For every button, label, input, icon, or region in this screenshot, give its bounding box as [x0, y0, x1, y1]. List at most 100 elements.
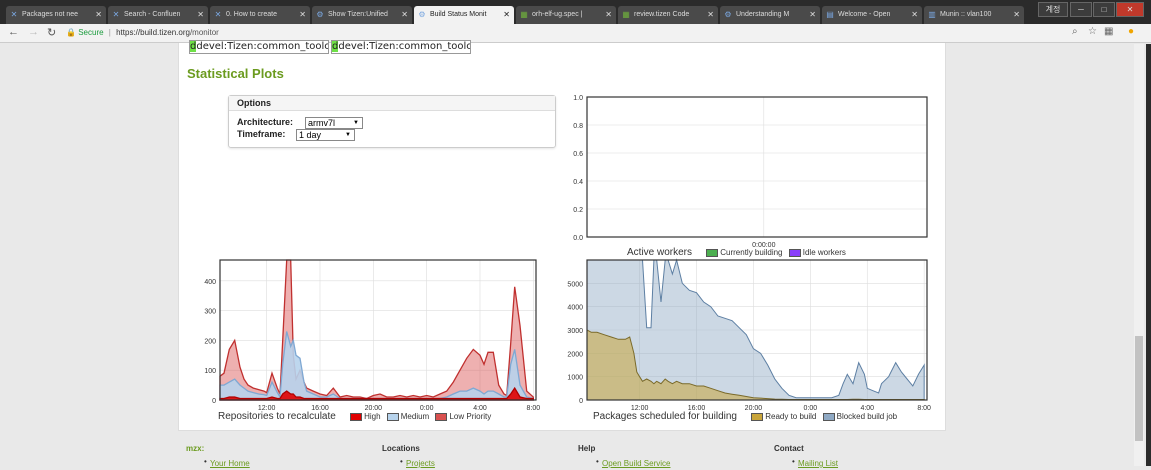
package-field-2[interactable]: ddevel:Tizen:common_toolcha: [331, 40, 471, 54]
footer-title: mzx:: [186, 444, 205, 453]
legend-currently-building: Currently building: [720, 248, 783, 257]
footer-col-contact: Contact • Mailing List: [774, 444, 838, 468]
browser-tab[interactable]: ▦ review.tizen Code ✕: [618, 6, 718, 24]
tab-label: Understanding M: [736, 11, 790, 18]
tab-close-icon[interactable]: ✕: [911, 10, 918, 19]
footer-link-obs[interactable]: Open Build Service: [602, 459, 671, 468]
tab-close-icon[interactable]: ✕: [1013, 10, 1020, 19]
package-text: devel:Tizen:common_toolcha: [338, 41, 471, 52]
window-user-button[interactable]: 계정: [1038, 2, 1068, 17]
architecture-label: Architecture:: [237, 117, 294, 127]
minimize-button[interactable]: ─: [1070, 2, 1092, 17]
tab-gear-icon: ⚙: [316, 10, 324, 19]
y-tick-label: 0.0: [573, 235, 583, 242]
packages-chart: 0 1000 2000 3000 4000 5000 12:00 16:00 20:00 0:00…: [567, 256, 937, 426]
browser-tab[interactable]: ✕ 0. How to create ✕: [210, 6, 310, 24]
repositories-chart: 0 100 200 300 400 12:00 16:00 20:00 0:00 4:00 8:00…: [194, 256, 544, 426]
footer-link-home[interactable]: Your Home: [210, 459, 250, 468]
tab-grid-icon: ▦: [622, 10, 630, 19]
y-tick-label: 200: [204, 338, 216, 345]
timeframe-select[interactable]: 1 day ▼: [296, 129, 355, 141]
bullet-icon: •: [792, 457, 795, 466]
legend-idle-workers: Idle workers: [802, 248, 846, 257]
plot-area: [587, 97, 927, 237]
currently-building-swatch: [706, 248, 719, 257]
dropdown-arrow-icon: ▼: [353, 120, 359, 126]
tab-close-icon[interactable]: ✕: [95, 10, 102, 19]
x-tick-label: 8:00: [917, 405, 931, 412]
legend-high: High: [364, 412, 381, 421]
browser-tab[interactable]: ⚙ Build Status Monit ✕: [414, 6, 514, 24]
tab-X-icon: ✕: [112, 10, 120, 19]
browser-tab[interactable]: ⚙ Show Tizen:Unified ✕: [312, 6, 412, 24]
options-panel: Options Architecture: armv7l ▼ Timeframe…: [228, 95, 556, 148]
package-highlight: d: [332, 41, 339, 52]
back-arrow-icon[interactable]: ←: [8, 26, 19, 38]
tab-close-icon[interactable]: ✕: [197, 10, 204, 19]
active-workers-title: Active workers: [627, 247, 693, 258]
tab-close-icon[interactable]: ✕: [605, 10, 612, 19]
extension-orange-icon[interactable]: ●: [1128, 26, 1135, 37]
tab-close-icon[interactable]: ✕: [503, 10, 510, 19]
browser-tab[interactable]: ✕ Search - Confluen ✕: [108, 6, 208, 24]
browser-tab[interactable]: ▥ Munin :: vlan100 ✕: [924, 6, 1024, 24]
tab-close-icon[interactable]: ✕: [707, 10, 714, 19]
address-bar[interactable]: 🔒 Secure | https://build.tizen.org/monit…: [66, 26, 1066, 39]
bookmark-star-icon[interactable]: ☆: [1088, 26, 1097, 37]
y-tick-label: 5000: [567, 281, 583, 288]
timeframe-value: 1 day: [299, 130, 322, 140]
medium-swatch: [386, 412, 399, 421]
bullet-icon: •: [400, 457, 403, 466]
tab-close-icon[interactable]: ✕: [299, 10, 306, 19]
forward-arrow-icon[interactable]: →: [28, 26, 39, 38]
browser-tab[interactable]: ⚙ Understanding M ✕: [720, 6, 820, 24]
tab-close-icon[interactable]: ✕: [401, 10, 408, 19]
package-text: devel:Tizen:common_toolcha: [196, 41, 329, 52]
ready-swatch: [751, 412, 764, 421]
footer-link-mailing-list[interactable]: Mailing List: [798, 459, 839, 468]
repositories-legend: Repositories to recalculate High Medium …: [218, 411, 491, 422]
package-field-1[interactable]: ddevel:Tizen:common_toolcha: [189, 40, 329, 54]
blocked-swatch: [822, 412, 835, 421]
tab-label: 0. How to create: [226, 11, 277, 18]
browser-tab[interactable]: ▤ Welcome - Open ✕: [822, 6, 922, 24]
x-tick-label: 8:00: [527, 405, 541, 412]
y-tick-label: 0: [579, 398, 583, 405]
architecture-select[interactable]: armv7l ▼: [305, 117, 363, 129]
footer-title: Help: [578, 444, 596, 453]
plot-border: [586, 96, 928, 238]
tab-X-icon: ✕: [214, 10, 222, 19]
x-tick-label: 12:00: [258, 405, 276, 412]
x-tick-label: 0:00:00: [752, 242, 775, 249]
y-tick-label: 1000: [567, 375, 583, 382]
reload-icon[interactable]: ↻: [47, 27, 57, 39]
y-tick-label: 4000: [567, 305, 583, 312]
footer-title: Contact: [774, 444, 804, 453]
x-tick-label: 4:00: [473, 405, 487, 412]
architecture-value: armv7l: [308, 118, 336, 128]
scrollbar-thumb[interactable]: [1135, 336, 1143, 441]
extension-icon[interactable]: ▦: [1104, 26, 1114, 37]
legend-blocked: Blocked build job: [836, 412, 898, 421]
plot-border: [586, 259, 928, 401]
legend-ready: Ready to build: [765, 412, 817, 421]
footer-link-projects[interactable]: Projects: [406, 459, 435, 468]
maximize-button[interactable]: □: [1093, 2, 1115, 17]
active-workers-plot: 0.0 0.2 0.4 0.6 0.8 1.0 0:00:00: [573, 95, 928, 249]
y-tick-label: 2000: [567, 351, 583, 358]
browser-tab[interactable]: ✕ Packages not nee ✕: [6, 6, 106, 24]
browser-tab-strip: ✕ Packages not nee ✕ ✕ Search - Confluen ✕ ✕ 0.…: [0, 0, 1151, 24]
tab-chart-icon: ▥: [928, 10, 936, 19]
dropdown-arrow-icon: ▼: [345, 132, 351, 138]
low-priority-swatch: [435, 412, 448, 421]
browser-tab[interactable]: ▦ orh-elf-ug.spec | ✕: [516, 6, 616, 24]
series-low-priority-area: [219, 259, 534, 401]
window-close-button[interactable]: ✕: [1116, 2, 1144, 17]
y-tick-label: 0.4: [573, 179, 583, 186]
section-title: Statistical Plots: [187, 66, 284, 81]
zoom-icon[interactable]: ⌕: [1072, 26, 1078, 37]
y-tick-label: 0.8: [573, 123, 583, 130]
x-tick-label: 16:00: [688, 405, 706, 412]
tab-close-icon[interactable]: ✕: [809, 10, 816, 19]
page-scrollbar[interactable]: [1134, 44, 1144, 466]
